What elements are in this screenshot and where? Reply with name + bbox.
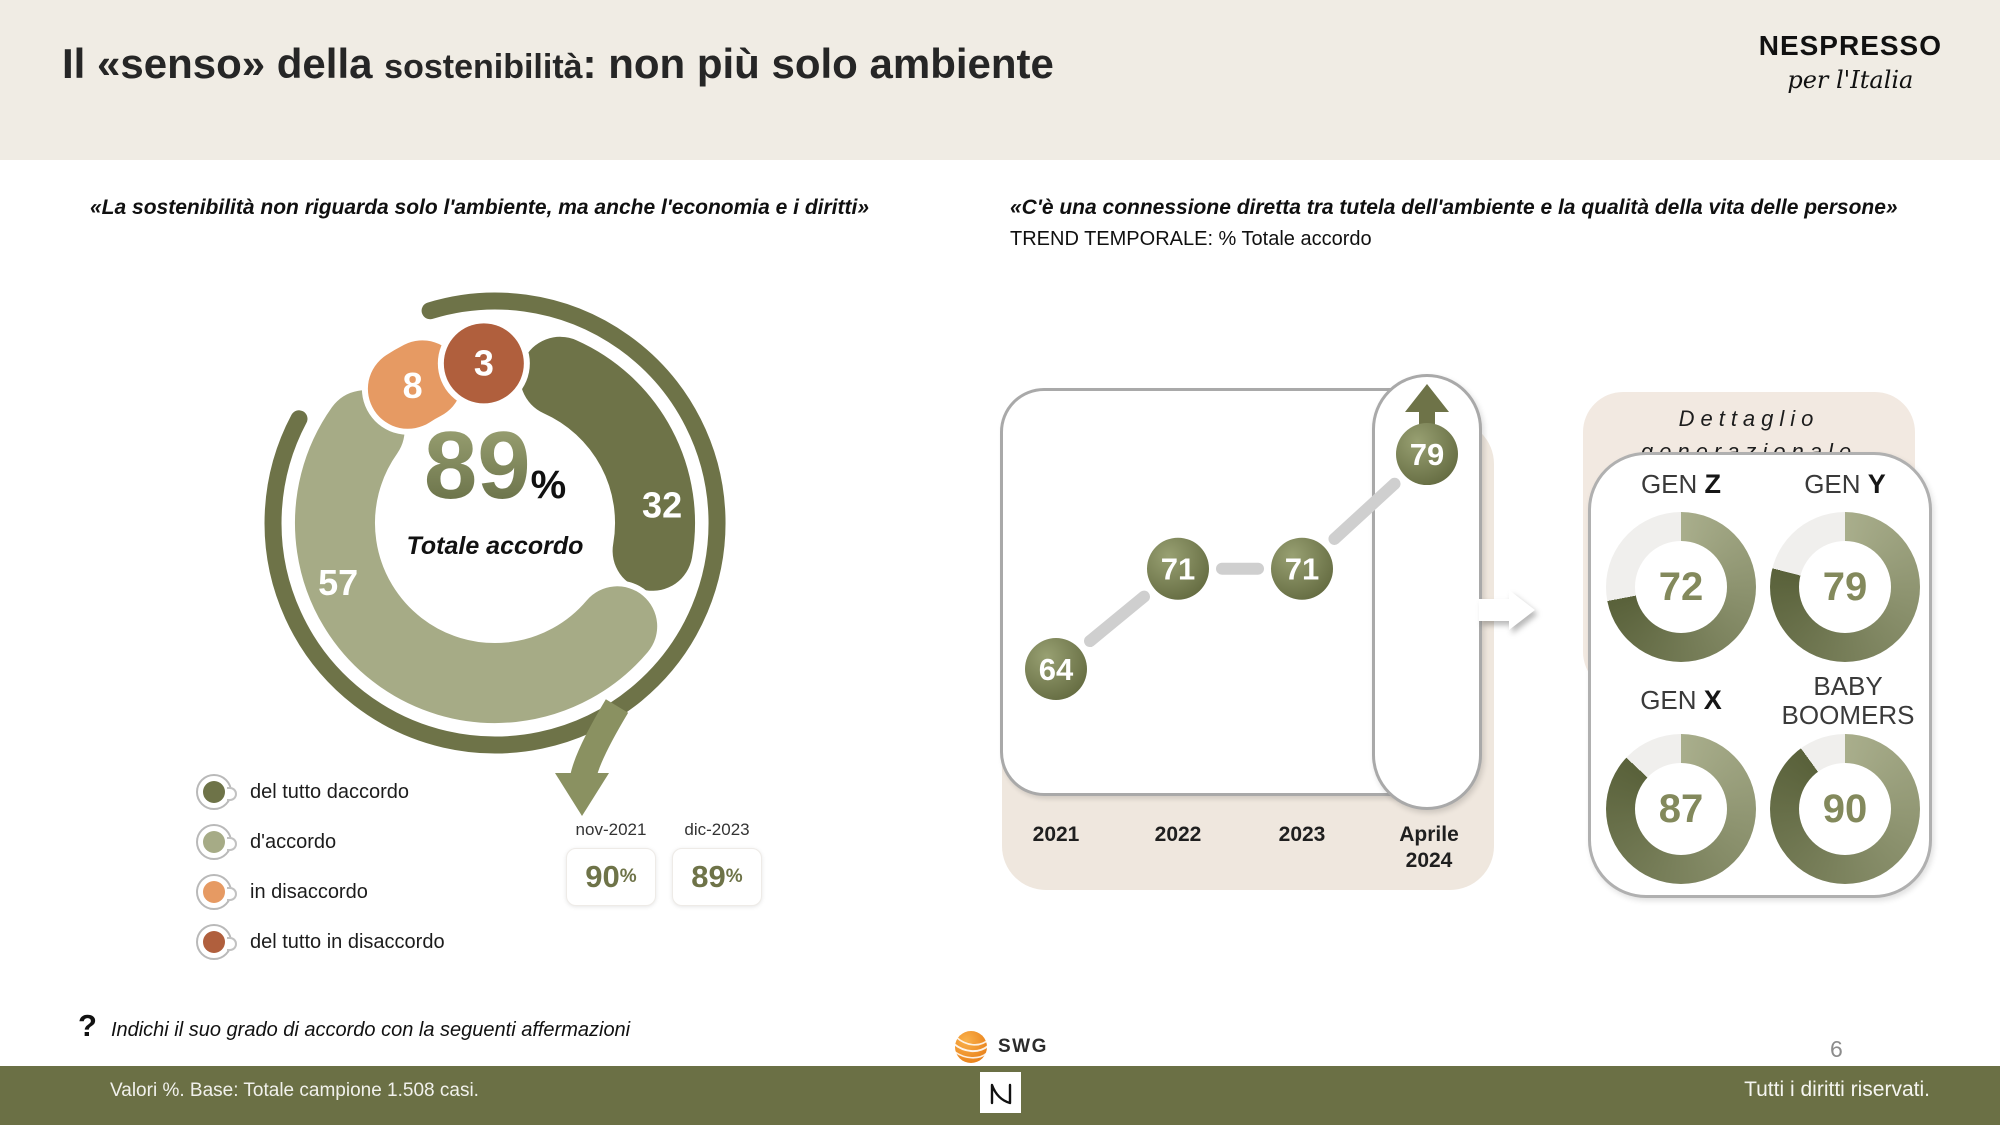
gen-z-value: 72 (1658, 564, 1704, 609)
donut-segment-label: 8 (403, 365, 423, 406)
gen-y-value: 79 (1822, 564, 1868, 609)
agreement-donut-svg: 32 57 8 3 (264, 292, 726, 816)
coffee-cup-icon (196, 924, 237, 960)
nespresso-logo: NESPRESSO per l'Italia (1759, 30, 1942, 94)
history-percent: % (619, 866, 637, 887)
baby-boomers-donut: 90 (1770, 734, 1920, 884)
legend-label: in disaccordo (250, 880, 368, 903)
history-value-box: 90% (566, 848, 656, 906)
legend-item: in disaccordo (196, 872, 445, 912)
right-quote: «C'è una connessione diretta tra tutela … (1010, 196, 1898, 219)
trend-point (1147, 537, 1209, 600)
x-axis-label-2022: 2022 (1154, 823, 1202, 846)
page-title-part2: sostenibilità (384, 48, 583, 86)
history-col-nov2021: nov-2021 90% (566, 820, 656, 906)
trend-point-value: 71 (1161, 552, 1195, 587)
gen-y-donut: 79 (1770, 512, 1920, 662)
generational-title-line1: Dettaglio (1678, 406, 1820, 431)
trend-point (1271, 537, 1333, 600)
history-value-box: 89% (672, 848, 762, 906)
trend-point (1396, 423, 1458, 486)
legend-item: del tutto in disaccordo (196, 922, 445, 962)
baby-boomers-value: 90 (1822, 786, 1868, 831)
history-date-label: dic-2023 (684, 820, 750, 839)
gen-x-label: GEN X (1640, 685, 1722, 715)
survey-question: ? Indichi il suo grado di accordo con la… (78, 1008, 630, 1044)
header-band: Il «senso» della sostenibilità: non più … (0, 0, 2000, 160)
history-values: nov-2021 90% dic-2023 89% (566, 820, 762, 906)
trend-connector (1083, 590, 1151, 648)
page-number: 6 (1830, 1036, 1843, 1062)
legend-label: del tutto in disaccordo (250, 930, 445, 953)
coffee-cup-icon (196, 774, 237, 810)
gen-x-donut: 87 (1606, 734, 1756, 884)
nespresso-n-logo (980, 1072, 1021, 1113)
x-axis-label-2021: 2021 (1032, 823, 1080, 846)
agreement-donut-chart: 32 57 8 3 89% Totale accordo (245, 268, 745, 858)
donut-segment (520, 336, 696, 591)
rights-note: Tutti i diritti riservati. (1744, 1078, 1930, 1101)
history-value: 90 (585, 859, 620, 894)
trend-connector (1328, 477, 1401, 545)
trend-point-value: 71 (1285, 552, 1319, 587)
history-value: 89 (691, 859, 726, 894)
trend-point-value: 64 (1039, 652, 1074, 687)
legend-label: del tutto daccordo (250, 780, 409, 803)
history-percent: % (725, 866, 743, 887)
question-mark-icon: ? (78, 1008, 97, 1043)
donut-segment-label: 32 (642, 484, 682, 525)
generational-title: Dettaglio generazionale (1583, 402, 1915, 468)
baby-boomers-label: BABY BOOMERS (1781, 671, 1915, 730)
coffee-cup-icon (196, 874, 237, 910)
history-date-label: nov-2021 (575, 820, 647, 839)
right-quote-block: «C'è una connessione diretta tra tutela … (1010, 196, 1960, 251)
gen-z-label: GEN Z (1640, 469, 1722, 499)
donut-segment-label: 57 (318, 562, 358, 603)
gen-z-donut: 72 (1606, 512, 1756, 662)
gen-y-label: GEN Y (1804, 469, 1886, 499)
gen-x-value: 87 (1658, 786, 1704, 831)
nespresso-logo-tagline: per l'Italia (1787, 66, 1914, 94)
nespresso-logo-text: NESPRESSO (1758, 30, 1942, 61)
legend-item: d'accordo (196, 822, 445, 862)
swg-globe-icon (953, 1031, 990, 1063)
history-col-dic2023: dic-2023 89% (672, 820, 762, 906)
donut-segment-label: 3 (474, 342, 494, 383)
x-axis-label-2023: 2023 (1278, 823, 1326, 846)
up-arrow-icon (1405, 384, 1449, 412)
nespresso-n-icon (990, 1083, 1011, 1104)
trend-point (1025, 638, 1087, 700)
trend-line-chart: 64 71 71 79 (1025, 384, 1458, 700)
swg-logo: SWG (952, 1028, 1048, 1066)
legend-label: d'accordo (250, 830, 337, 853)
page-title: Il «senso» della sostenibilità: non più … (62, 40, 1054, 88)
page-title-part3: : non più solo ambiente (582, 40, 1054, 87)
donut-segment (367, 340, 463, 429)
left-quote: «La sostenibilità non riguarda solo l'am… (90, 196, 869, 219)
page-title-part1: Il «senso» della (62, 40, 385, 87)
trend-point-value: 79 (1410, 437, 1444, 472)
base-note: Valori %. Base: Totale campione 1.508 ca… (110, 1080, 479, 1101)
trend-subtitle: TREND TEMPORALE: % Totale accordo (1010, 228, 1372, 250)
coffee-cup-icon (196, 824, 237, 860)
legend: del tutto daccordo d'accordo in disaccor… (196, 772, 445, 972)
legend-item: del tutto daccordo (196, 772, 445, 812)
question-text: Indichi il suo grado di accordo con la s… (110, 1019, 631, 1041)
donut-segment (295, 390, 658, 723)
x-axis-label-aprile-2024: Aprile 2024 (1399, 823, 1459, 873)
swg-logo-text: SWG (998, 1036, 1048, 1057)
donut-segment (443, 323, 524, 404)
